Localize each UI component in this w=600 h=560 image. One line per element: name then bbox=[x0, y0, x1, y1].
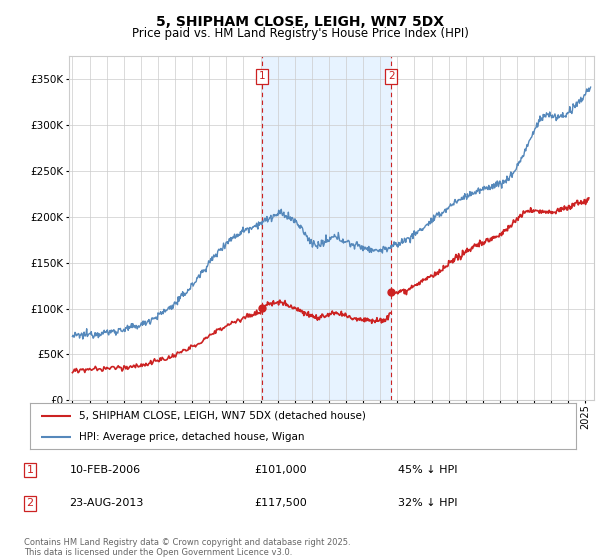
Text: 5, SHIPHAM CLOSE, LEIGH, WN7 5DX: 5, SHIPHAM CLOSE, LEIGH, WN7 5DX bbox=[156, 15, 444, 29]
Text: 23-AUG-2013: 23-AUG-2013 bbox=[70, 498, 144, 508]
Text: 45% ↓ HPI: 45% ↓ HPI bbox=[398, 465, 457, 475]
Text: 5, SHIPHAM CLOSE, LEIGH, WN7 5DX (detached house): 5, SHIPHAM CLOSE, LEIGH, WN7 5DX (detach… bbox=[79, 410, 366, 421]
Text: 2: 2 bbox=[388, 72, 394, 82]
Text: 1: 1 bbox=[259, 72, 266, 82]
Bar bbox=[262, 56, 391, 400]
Text: 2: 2 bbox=[26, 498, 34, 508]
Text: £101,000: £101,000 bbox=[254, 465, 307, 475]
Text: 10-FEB-2006: 10-FEB-2006 bbox=[70, 465, 141, 475]
Text: Price paid vs. HM Land Registry's House Price Index (HPI): Price paid vs. HM Land Registry's House … bbox=[131, 27, 469, 40]
Text: £117,500: £117,500 bbox=[254, 498, 307, 508]
Text: 32% ↓ HPI: 32% ↓ HPI bbox=[398, 498, 457, 508]
Text: HPI: Average price, detached house, Wigan: HPI: Average price, detached house, Wiga… bbox=[79, 432, 305, 442]
Text: 1: 1 bbox=[26, 465, 34, 475]
Text: Contains HM Land Registry data © Crown copyright and database right 2025.
This d: Contains HM Land Registry data © Crown c… bbox=[24, 538, 350, 557]
